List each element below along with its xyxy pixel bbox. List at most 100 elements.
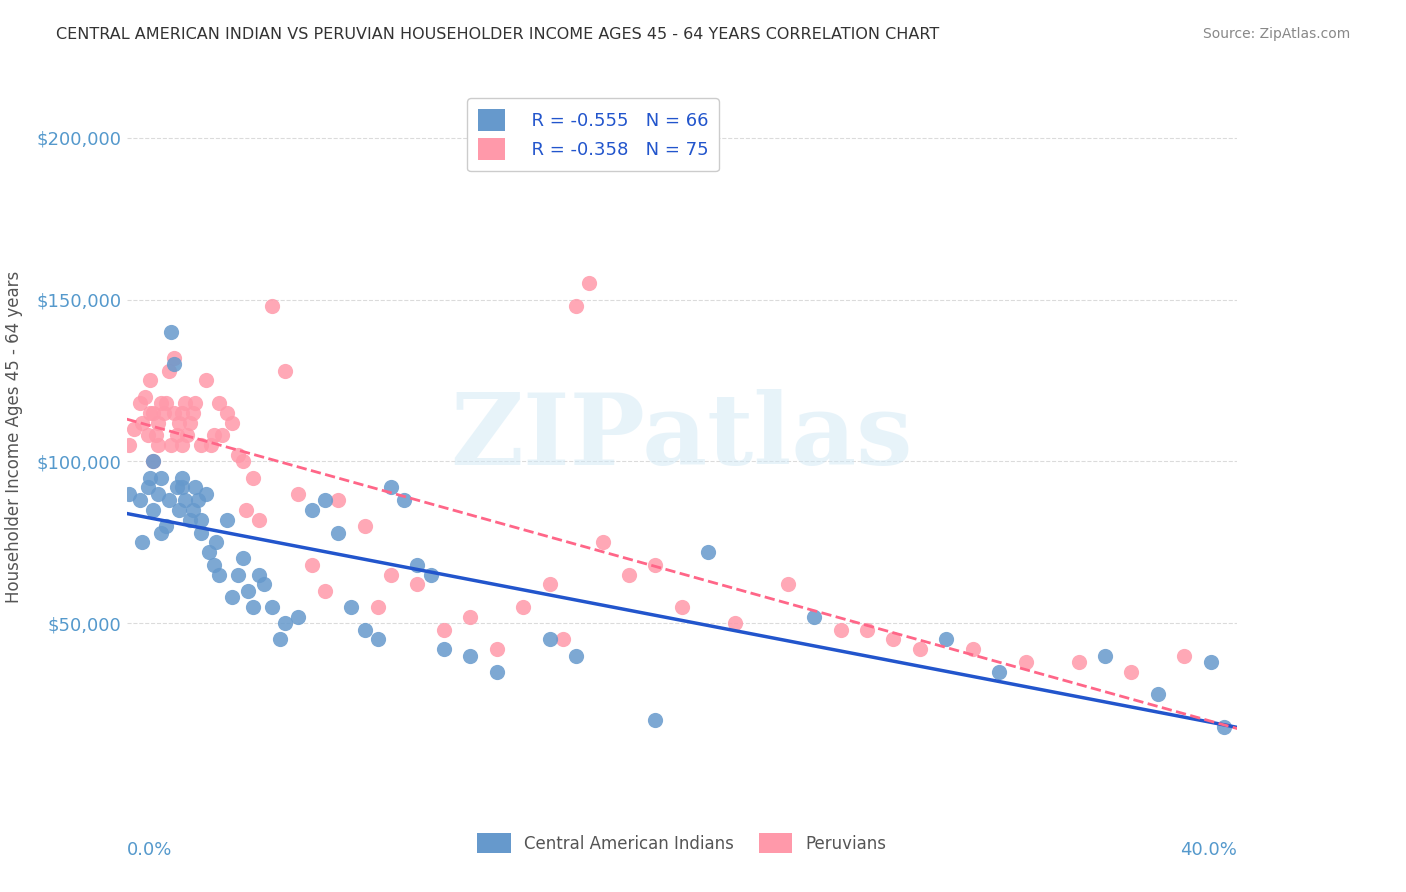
Point [184, 480, 207, 494]
Point [232, 454, 254, 468]
Point [512, 599, 534, 614]
Point [1067, 655, 1090, 669]
Point [578, 277, 600, 291]
Point [274, 616, 297, 631]
Point [179, 416, 201, 430]
Point [136, 480, 159, 494]
Point [1199, 655, 1222, 669]
Point [215, 513, 238, 527]
Point [139, 374, 162, 388]
Point [367, 599, 389, 614]
Point [181, 406, 204, 420]
Point [202, 558, 225, 572]
Point [301, 503, 323, 517]
Point [1213, 720, 1236, 734]
Point [340, 599, 363, 614]
Point [142, 503, 165, 517]
Point [551, 632, 574, 647]
Legend: Central American Indians, Peruvians: Central American Indians, Peruvians [471, 827, 893, 860]
Point [419, 567, 441, 582]
Point [181, 503, 204, 517]
Point [142, 406, 165, 420]
Point [148, 416, 170, 430]
Text: CENTRAL AMERICAN INDIAN VS PERUVIAN HOUSEHOLDER INCOME AGES 45 - 64 YEARS CORREL: CENTRAL AMERICAN INDIAN VS PERUVIAN HOUS… [56, 27, 939, 42]
Point [538, 577, 561, 591]
Point [131, 535, 153, 549]
Point [194, 374, 217, 388]
Point [173, 396, 195, 410]
Point [287, 609, 309, 624]
Point [287, 486, 309, 500]
Point [988, 665, 1011, 679]
Point [163, 357, 186, 371]
Point [157, 364, 180, 378]
Point [908, 642, 931, 657]
Point [172, 438, 194, 452]
Point [485, 665, 508, 679]
Point [260, 599, 283, 614]
Point [176, 428, 198, 442]
Point [253, 577, 276, 591]
Point [194, 486, 217, 500]
Point [1094, 648, 1116, 663]
Point [565, 648, 588, 663]
Point [139, 470, 162, 484]
Point [172, 480, 194, 494]
Point [380, 480, 402, 494]
Point [128, 493, 150, 508]
Point [142, 454, 165, 468]
Point [172, 406, 194, 420]
Point [163, 351, 186, 365]
Point [671, 599, 693, 614]
Point [433, 642, 456, 657]
Point [131, 416, 153, 430]
Point [353, 623, 375, 637]
Point [247, 513, 270, 527]
Point [697, 545, 720, 559]
Point [644, 558, 666, 572]
Point [160, 438, 183, 452]
Point [160, 325, 183, 339]
Text: 0.0%: 0.0% [127, 840, 172, 859]
Point [211, 428, 233, 442]
Point [118, 438, 141, 452]
Point [367, 632, 389, 647]
Point [353, 519, 375, 533]
Point [148, 438, 170, 452]
Point [145, 428, 167, 442]
Point [172, 470, 194, 484]
Point [274, 364, 297, 378]
Point [208, 567, 231, 582]
Point [260, 299, 283, 313]
Point [485, 642, 508, 657]
Point [314, 583, 336, 598]
Point [157, 493, 180, 508]
Point [142, 454, 165, 468]
Point [197, 545, 219, 559]
Point [215, 406, 238, 420]
Point [179, 513, 201, 527]
Point [1147, 687, 1170, 701]
Point [724, 616, 747, 631]
Point [565, 299, 588, 313]
Point [247, 567, 270, 582]
Point [406, 577, 429, 591]
Point [394, 493, 416, 508]
Point [1173, 648, 1195, 663]
Point [617, 567, 640, 582]
Point [269, 632, 291, 647]
Point [190, 438, 212, 452]
Point [1015, 655, 1038, 669]
Point [149, 396, 172, 410]
Point [155, 396, 177, 410]
Point [406, 558, 429, 572]
Point [187, 493, 209, 508]
Point [118, 486, 141, 500]
Point [592, 535, 614, 549]
Point [776, 577, 799, 591]
Point [134, 390, 156, 404]
Point [803, 609, 825, 624]
Point [166, 428, 188, 442]
Point [139, 406, 162, 420]
Point [238, 583, 260, 598]
